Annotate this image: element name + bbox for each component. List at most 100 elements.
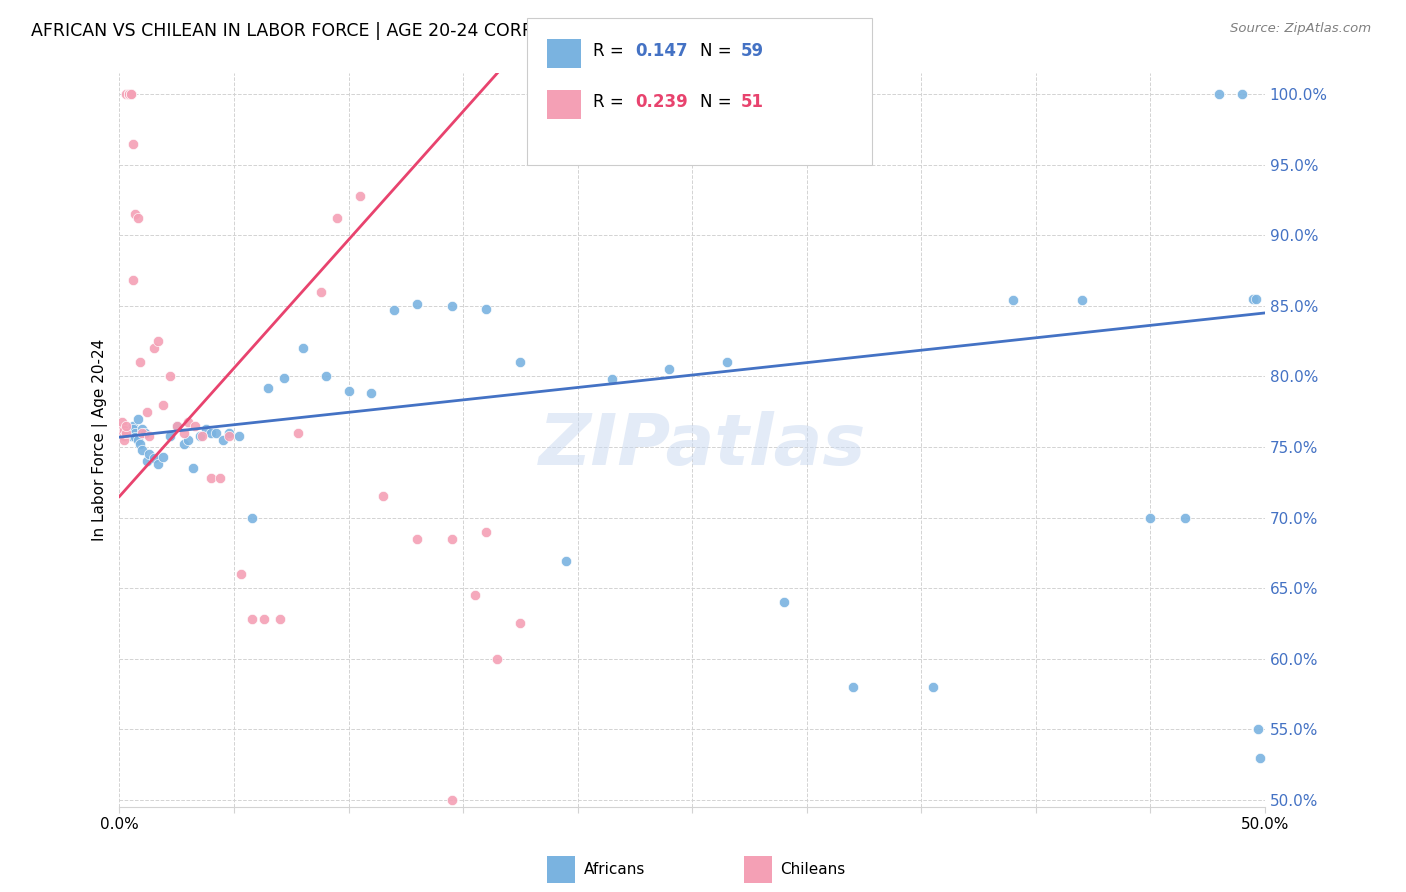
Text: R =: R = [593, 93, 630, 111]
Point [131, 442, 153, 457]
Point [440, 793, 463, 807]
Point [117, 87, 139, 102]
Point [440, 299, 463, 313]
Point [115, 425, 138, 440]
Point [1174, 510, 1197, 524]
Point [173, 425, 195, 440]
Point [1247, 723, 1270, 737]
Point [173, 437, 195, 451]
Y-axis label: In Labor Force | Age 20-24: In Labor Force | Age 20-24 [93, 339, 108, 541]
Point [117, 423, 139, 437]
Point [138, 429, 160, 443]
Point [1244, 292, 1267, 306]
Point [240, 510, 263, 524]
Text: Chileans: Chileans [780, 863, 845, 877]
Point [658, 362, 681, 376]
Point [166, 418, 188, 433]
Point [218, 429, 240, 443]
Point [142, 341, 165, 355]
Point [291, 341, 314, 355]
Point [463, 588, 485, 602]
Text: N =: N = [700, 42, 737, 60]
Point [159, 369, 181, 384]
Text: Africans: Africans [583, 863, 645, 877]
Point [921, 680, 943, 694]
Point [309, 285, 332, 299]
Point [337, 384, 360, 398]
Point [122, 422, 145, 436]
Point [509, 355, 531, 369]
Point [257, 381, 280, 395]
Point [1241, 292, 1264, 306]
Point [112, 423, 135, 437]
Point [177, 415, 200, 429]
Point [131, 425, 153, 440]
Point [1208, 87, 1230, 102]
Point [127, 412, 149, 426]
Point [120, 429, 142, 443]
Point [406, 297, 429, 311]
Text: AFRICAN VS CHILEAN IN LABOR FORCE | AGE 20-24 CORRELATION CHART: AFRICAN VS CHILEAN IN LABOR FORCE | AGE … [31, 22, 672, 40]
Point [229, 567, 252, 582]
Point [115, 425, 138, 440]
Point [211, 433, 233, 447]
Point [117, 87, 139, 102]
Point [486, 652, 509, 666]
Point [1249, 750, 1271, 764]
Text: 0.147: 0.147 [636, 42, 688, 60]
Point [136, 454, 159, 468]
Point [184, 418, 207, 433]
Point [112, 433, 135, 447]
Point [111, 415, 134, 429]
Point [129, 355, 152, 369]
Point [200, 471, 222, 485]
Point [209, 471, 232, 485]
Point [122, 136, 145, 151]
Point [228, 429, 250, 443]
Point [475, 301, 498, 316]
Point [273, 371, 295, 385]
Point [315, 369, 337, 384]
Point [148, 334, 170, 348]
Point [195, 422, 218, 436]
Text: ZIPatlas: ZIPatlas [540, 411, 866, 481]
Text: 51: 51 [741, 93, 763, 111]
Text: 0.239: 0.239 [636, 93, 689, 111]
Point [138, 447, 160, 461]
Point [1139, 510, 1161, 524]
Point [122, 273, 145, 287]
Point [326, 211, 349, 226]
Point [841, 680, 863, 694]
Point [188, 429, 211, 443]
Point [115, 87, 138, 102]
Point [772, 595, 794, 609]
Text: R =: R = [593, 42, 630, 60]
Point [287, 425, 309, 440]
Point [240, 612, 263, 626]
Point [152, 398, 174, 412]
Point [600, 372, 623, 386]
Point [134, 425, 156, 440]
Point [166, 418, 188, 433]
Point [124, 425, 146, 440]
Point [122, 418, 145, 433]
Point [181, 461, 204, 475]
Point [142, 451, 165, 466]
Point [269, 612, 291, 626]
Point [200, 425, 222, 440]
Point [406, 532, 429, 546]
Point [117, 87, 139, 102]
Point [112, 429, 135, 443]
Point [382, 303, 405, 318]
Point [129, 437, 152, 451]
Point [1001, 293, 1024, 308]
Point [115, 418, 138, 433]
Point [159, 429, 181, 443]
Text: Source: ZipAtlas.com: Source: ZipAtlas.com [1230, 22, 1371, 36]
Point [120, 87, 142, 102]
Point [371, 490, 394, 504]
Point [1070, 293, 1092, 308]
Point [509, 616, 531, 631]
Point [1230, 87, 1253, 102]
Point [152, 450, 174, 464]
